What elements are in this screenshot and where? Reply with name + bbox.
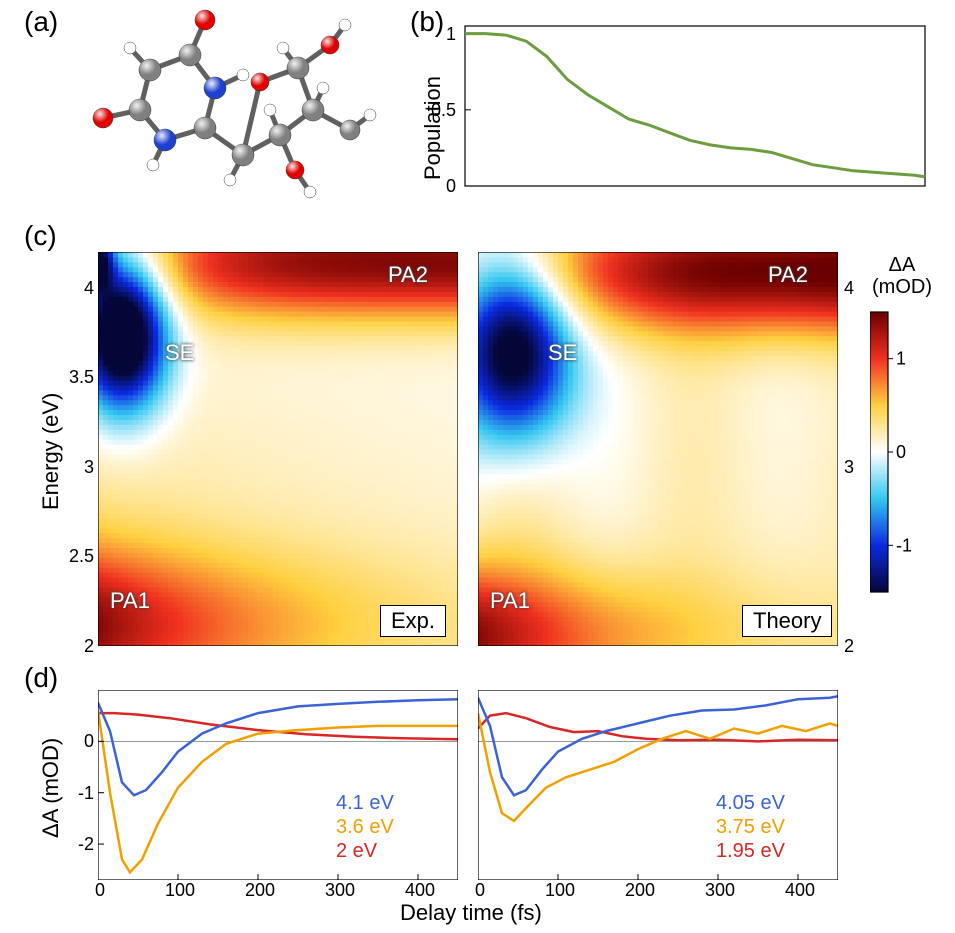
ylabel-dA: ΔA (mOD): [38, 738, 64, 838]
population-plot: [460, 18, 930, 200]
delay-xtick: 300: [320, 880, 360, 901]
panel-label-d: (d): [24, 662, 58, 694]
annot-pa2-theory: PA2: [768, 262, 808, 288]
delay-xtick: 200: [240, 880, 280, 901]
energy-tick-left: 3: [58, 457, 94, 478]
energy-tick-right: 3: [844, 457, 854, 478]
annot-pa1-theory: PA1: [490, 588, 530, 614]
dA-ytick: 0: [62, 731, 94, 752]
delay-xtick: 100: [540, 880, 580, 901]
energy-tick-right: 2: [844, 636, 854, 657]
energy-tick-left: 4: [58, 278, 94, 299]
traces-exp: [98, 690, 458, 880]
trace-energy-label: 3.75 eV: [716, 816, 785, 839]
colorbar: -101: [870, 302, 940, 602]
box-label-theory: Theory: [742, 605, 832, 637]
molecule-structure: [55, 0, 395, 210]
annot-pa1-exp: PA1: [110, 588, 150, 614]
delay-xtick: 0: [460, 880, 500, 901]
pop-ytick: 1: [420, 24, 456, 45]
panel-label-a: (a): [24, 6, 58, 38]
trace-energy-label: 2 eV: [336, 840, 377, 863]
annot-se-exp: SE: [165, 340, 194, 366]
energy-tick-left: 2.5: [58, 546, 94, 567]
energy-tick-right: 4: [844, 278, 854, 299]
trace-energy-label: 3.6 eV: [336, 816, 394, 839]
ylabel-energy: Energy (eV): [38, 393, 64, 510]
delay-xtick: 300: [700, 880, 740, 901]
energy-tick-left: 3.5: [58, 367, 94, 388]
delay-xtick: 400: [780, 880, 820, 901]
trace-energy-label: 4.1 eV: [336, 792, 394, 815]
figure-root: (a) (b) (c) (d) Population Energy (eV) 2…: [0, 0, 955, 933]
annot-se-theory: SE: [548, 340, 577, 366]
box-label-exp: Exp.: [380, 605, 446, 637]
panel-label-c: (c): [24, 220, 57, 252]
xlabel-delay: Delay time (fs): [400, 900, 542, 926]
delay-xtick: 100: [160, 880, 200, 901]
ylabel-population: Population: [420, 76, 446, 180]
delay-xtick: 200: [620, 880, 660, 901]
heatmap-exp: [98, 252, 458, 646]
heatmap-theory: [478, 252, 838, 646]
dA-ytick: -2: [62, 834, 94, 855]
colorbar-title-2: (mOD): [862, 276, 942, 299]
trace-energy-label: 4.05 eV: [716, 792, 785, 815]
annot-pa2-exp: PA2: [388, 262, 428, 288]
trace-energy-label: 1.95 eV: [716, 840, 785, 863]
pop-ytick: 0: [420, 176, 456, 197]
colorbar-title-1: ΔA: [872, 254, 932, 277]
dA-ytick: -1: [62, 783, 94, 804]
delay-xtick: 0: [80, 880, 120, 901]
pop-ytick: 0.5: [420, 100, 456, 121]
delay-xtick: 400: [400, 880, 440, 901]
energy-tick-left: 2: [58, 636, 94, 657]
